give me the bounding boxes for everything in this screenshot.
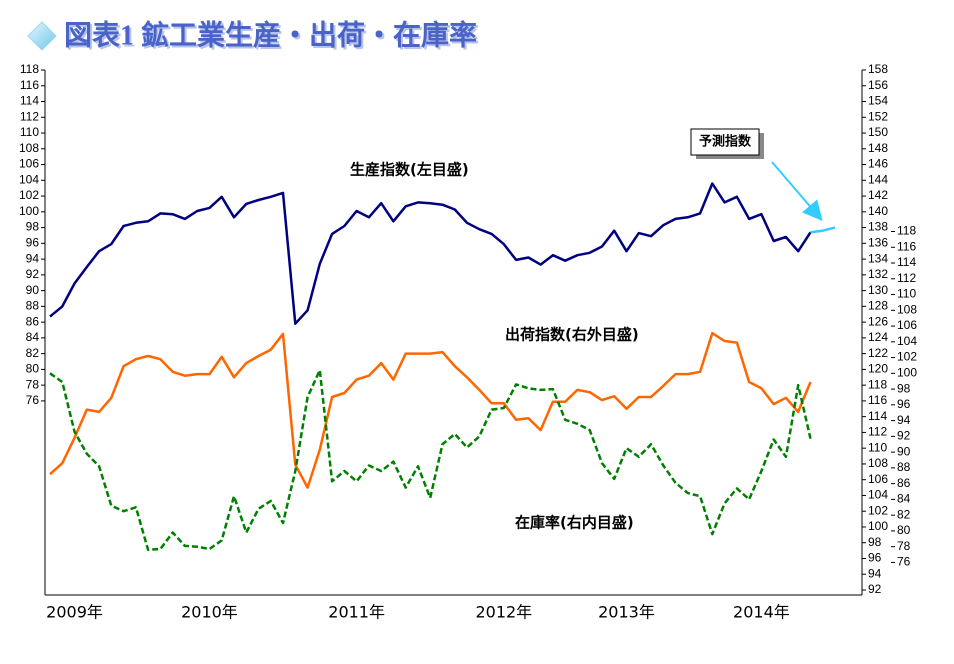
y3-tick-label: 96 xyxy=(897,397,911,411)
y-tick-label: 92 xyxy=(26,267,40,281)
forecast-arrow xyxy=(771,161,823,222)
y2-tick-label: 114 xyxy=(868,409,887,423)
y3-tick-label: 104 xyxy=(897,334,917,348)
y3-tick-label: 78 xyxy=(897,539,911,553)
series-line xyxy=(49,182,812,325)
y2-tick-label: 138 xyxy=(868,220,888,234)
y3-tick-label: 80 xyxy=(897,523,911,537)
y3-tick-label: 102 xyxy=(897,350,917,364)
y2-tick-label: 100 xyxy=(868,519,888,533)
y3-tick-label: 112 xyxy=(897,271,916,285)
y3-tick-label: 114 xyxy=(897,255,916,269)
chart-title-shadow: 図表1 鉱工業生産・出荷・在庫率 xyxy=(66,20,479,53)
y2-tick-label: 118 xyxy=(868,377,887,391)
series-line xyxy=(810,226,836,234)
y-tick-label: 82 xyxy=(26,346,40,360)
x-tick-label: 2014年 xyxy=(733,603,790,622)
y2-tick-label: 124 xyxy=(868,330,888,344)
y-tick-label: 90 xyxy=(26,283,40,297)
y-tick-label: 88 xyxy=(26,299,40,313)
y2-tick-label: 120 xyxy=(868,362,888,376)
y2-tick-label: 116 xyxy=(868,393,887,407)
y2-tick-label: 146 xyxy=(868,157,888,171)
y2-tick-label: 156 xyxy=(868,78,888,92)
y3-tick-label: 94 xyxy=(897,413,911,427)
y-tick-label: 108 xyxy=(19,141,39,155)
y2-tick-label: 112 xyxy=(868,425,887,439)
y-tick-label: 106 xyxy=(19,157,39,171)
y2-tick-label: 152 xyxy=(868,109,888,123)
y3-tick-label: 92 xyxy=(897,429,911,443)
y2-tick-label: 142 xyxy=(868,188,888,202)
y-tick-label: 118 xyxy=(20,62,39,76)
y2-tick-label: 102 xyxy=(868,503,888,517)
y2-tick-label: 126 xyxy=(868,314,888,328)
y3-tick-label: 90 xyxy=(897,444,911,458)
y-tick-label: 114 xyxy=(20,94,39,108)
y2-tick-label: 92 xyxy=(868,582,882,596)
y2-tick-label: 136 xyxy=(868,236,888,250)
y2-tick-label: 96 xyxy=(868,551,882,565)
y3-tick-label: 84 xyxy=(897,492,911,506)
y2-tick-label: 106 xyxy=(868,472,888,486)
y2-tick-label: 108 xyxy=(868,456,888,470)
y2-tick-label: 134 xyxy=(868,251,888,265)
y3-tick-label: 118 xyxy=(897,224,916,238)
y2-tick-label: 130 xyxy=(868,283,888,297)
y-tick-label: 94 xyxy=(26,251,40,265)
y-tick-label: 84 xyxy=(26,330,40,344)
y3-tick-label: 98 xyxy=(897,381,911,395)
y2-tick-label: 148 xyxy=(868,141,888,155)
y-tick-label: 80 xyxy=(26,362,40,376)
y2-tick-label: 150 xyxy=(868,125,888,139)
y2-tick-label: 98 xyxy=(868,535,882,549)
y-tick-label: 76 xyxy=(26,393,40,407)
y-tick-label: 86 xyxy=(26,314,40,328)
y3-tick-label: 116 xyxy=(897,239,916,253)
y2-tick-label: 94 xyxy=(868,566,882,580)
x-tick-label: 2011年 xyxy=(328,603,385,622)
y2-tick-label: 128 xyxy=(868,299,888,313)
y3-tick-label: 86 xyxy=(897,476,911,490)
y2-tick-label: 144 xyxy=(868,172,888,186)
y2-tick-label: 110 xyxy=(868,440,887,454)
y-tick-label: 98 xyxy=(26,220,40,234)
y-tick-label: 104 xyxy=(19,172,39,186)
x-tick-label: 2010年 xyxy=(181,603,238,622)
forecast-box xyxy=(690,128,760,156)
chart-title: 図表1 鉱工業生産・出荷・在庫率 xyxy=(64,18,477,51)
series-label: 予測指数 xyxy=(699,134,752,150)
series-label: 生産指数(左目盛) xyxy=(350,161,469,179)
x-tick-label: 2012年 xyxy=(475,603,532,622)
y2-tick-label: 154 xyxy=(868,94,888,108)
y2-tick-label: 104 xyxy=(868,488,888,502)
x-tick-label: 2009年 xyxy=(46,603,103,622)
series-label: 出荷指数(右外目盛) xyxy=(505,326,639,344)
y-tick-label: 116 xyxy=(20,78,39,92)
y-tick-label: 100 xyxy=(19,204,39,218)
y2-tick-label: 140 xyxy=(868,204,888,218)
y3-tick-label: 82 xyxy=(897,507,911,521)
y-tick-label: 96 xyxy=(26,236,40,250)
y-tick-label: 110 xyxy=(20,125,39,139)
series-label: 在庫率(右内目盛) xyxy=(515,514,634,532)
series-line xyxy=(49,331,812,489)
y2-tick-label: 158 xyxy=(868,62,888,76)
x-tick-label: 2013年 xyxy=(598,603,655,622)
y3-tick-label: 100 xyxy=(897,366,917,380)
y3-tick-label: 106 xyxy=(897,318,917,332)
y3-tick-label: 110 xyxy=(897,287,916,301)
y3-tick-label: 88 xyxy=(897,460,911,474)
y-tick-label: 112 xyxy=(20,109,39,123)
y3-tick-label: 76 xyxy=(897,555,911,569)
title-icon xyxy=(27,21,57,51)
y-tick-label: 102 xyxy=(19,188,39,202)
y-tick-label: 78 xyxy=(26,377,40,391)
y2-tick-label: 132 xyxy=(868,267,888,281)
y3-tick-label: 108 xyxy=(897,302,917,316)
y2-tick-label: 122 xyxy=(868,346,888,360)
